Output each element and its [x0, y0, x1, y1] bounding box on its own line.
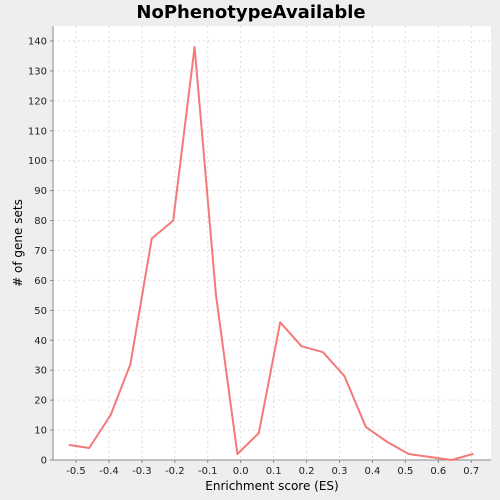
y-tick-label: 0 — [41, 456, 47, 467]
x-tick-label: -0.3 — [132, 466, 152, 477]
data-point — [364, 426, 367, 428]
data-point — [109, 414, 112, 417]
x-tick-label: 0.4 — [364, 466, 380, 477]
y-tick-label: 70 — [34, 246, 47, 257]
x-axis-ticks: -0.5 -0.4 -0.3 -0.2 -0.1 0.0 0.1 0.2 0.3 0.4 0.5 0.… — [66, 460, 479, 477]
y-tick-label: 40 — [34, 336, 47, 347]
x-tick-label: 0.2 — [299, 466, 315, 477]
y-tick-label: 90 — [34, 186, 47, 197]
y-tick-label: 100 — [28, 156, 47, 167]
data-point — [407, 453, 410, 455]
data-point — [386, 441, 389, 443]
data-point — [150, 237, 153, 240]
data-point — [129, 363, 132, 366]
data-point — [429, 456, 431, 458]
data-point — [236, 453, 239, 455]
data-point — [450, 459, 453, 461]
x-tick-label: 0.1 — [266, 466, 282, 477]
series-group — [68, 46, 474, 461]
y-tick-label: 20 — [34, 396, 47, 407]
chart-title: NoPhenotypeAvailable — [136, 2, 365, 23]
axes — [52, 26, 491, 461]
y-tick-label: 30 — [34, 366, 47, 377]
data-point — [193, 46, 196, 48]
y-axis-ticks: 0 10 20 30 40 50 60 70 80 90 100 110 120 130 140 — [28, 36, 53, 467]
y-tick-label: 130 — [28, 66, 47, 77]
y-axis-label: # of gene sets — [11, 199, 25, 287]
grid-lines — [53, 26, 491, 460]
data-point — [88, 447, 91, 449]
data-point — [343, 375, 346, 378]
data-point — [257, 432, 260, 434]
x-tick-label: -0.2 — [165, 466, 185, 477]
series-line — [69, 46, 474, 461]
y-tick-label: 60 — [34, 276, 47, 287]
x-tick-label: 0.7 — [463, 466, 479, 477]
data-point — [68, 444, 71, 446]
data-point — [172, 219, 175, 222]
x-tick-label: 0.0 — [233, 466, 249, 477]
y-tick-label: 110 — [28, 126, 47, 137]
y-tick-label: 50 — [34, 306, 47, 317]
plot-area — [53, 26, 491, 460]
x-tick-label: 0.6 — [430, 466, 446, 477]
x-axis-label: Enrichment score (ES) — [205, 479, 338, 493]
x-tick-label: -0.1 — [198, 466, 218, 477]
x-tick-label: -0.4 — [99, 466, 119, 477]
data-point — [322, 351, 324, 354]
y-tick-label: 80 — [34, 216, 47, 227]
y-tick-label: 120 — [28, 96, 47, 107]
x-tick-label: 0.3 — [332, 466, 348, 477]
y-tick-label: 10 — [34, 426, 47, 437]
data-point — [300, 345, 303, 348]
data-point — [215, 294, 217, 297]
y-tick-label: 140 — [28, 36, 47, 47]
x-tick-label: 0.5 — [397, 466, 413, 477]
x-tick-label: -0.5 — [66, 466, 86, 477]
data-point — [471, 453, 474, 455]
data-point — [279, 321, 282, 324]
